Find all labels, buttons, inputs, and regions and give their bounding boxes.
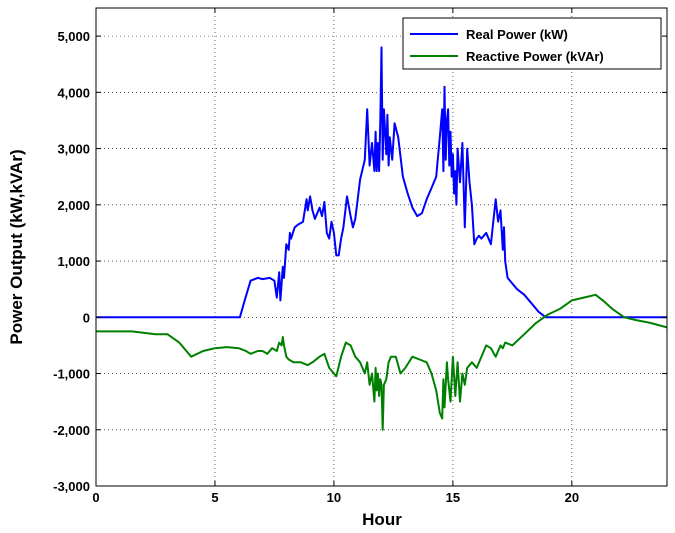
- reactive-power-line: [96, 293, 668, 431]
- series-layer: [96, 46, 668, 431]
- y-tick-label: -3,000: [53, 479, 90, 494]
- legend: Real Power (kW) Reactive Power (kVAr): [402, 17, 662, 70]
- x-axis-title: Hour: [362, 510, 402, 529]
- y-tick-label: -2,000: [53, 423, 90, 438]
- x-tick-label: 0: [92, 490, 99, 505]
- plot-frame: [95, 7, 668, 487]
- y-tick-label: 5,000: [57, 29, 90, 44]
- x-tick-label: 10: [327, 490, 341, 505]
- y-tick-label: 3,000: [57, 142, 90, 157]
- y-tick-label: 4,000: [57, 85, 90, 100]
- y-tick-label: 0: [83, 310, 90, 325]
- real-power-line: [96, 46, 667, 319]
- y-tick-labels: -3,000 -2,000 -1,000 0 1,000 2,000 3,000 4,000 5…: [53, 29, 90, 494]
- x-tick-label: 15: [446, 490, 460, 505]
- y-axis-title: Power Output (kW,kVAr): [7, 149, 26, 344]
- legend-box: [402, 17, 662, 70]
- legend-label-real-power: Real Power (kW): [466, 27, 568, 42]
- y-tick-label: 2,000: [57, 198, 90, 213]
- y-tick-label: -1,000: [53, 367, 90, 382]
- x-tick-labels: 0 5 10 15 20: [92, 490, 579, 505]
- legend-label-reactive-power: Reactive Power (kVAr): [466, 49, 604, 64]
- y-tick-label: 1,000: [57, 254, 90, 269]
- x-tick-label: 20: [565, 490, 579, 505]
- axis-ticks: [95, 8, 667, 487]
- x-tick-label: 5: [211, 490, 218, 505]
